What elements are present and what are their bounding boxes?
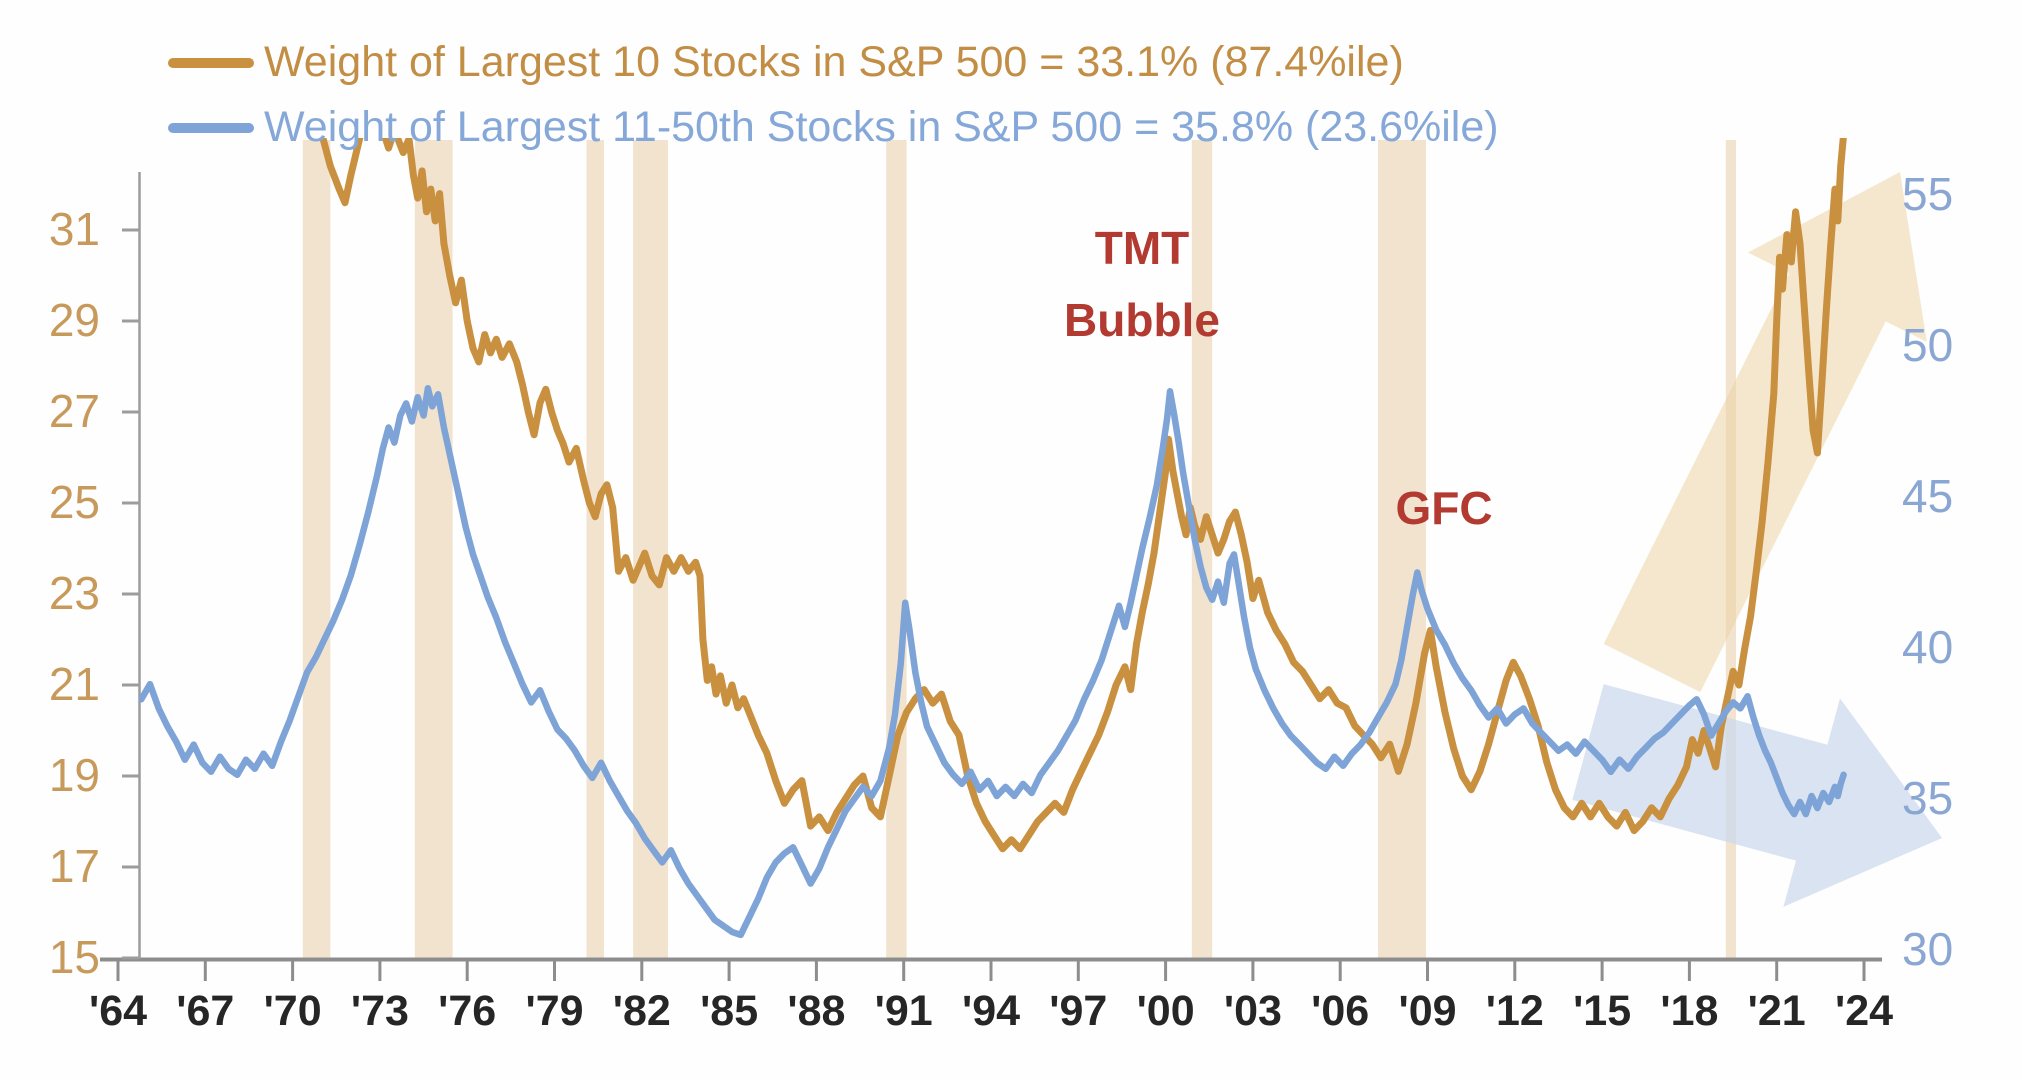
y-left-tick-label: 29 xyxy=(49,294,100,346)
y-right-tick-label: 30 xyxy=(1902,923,1953,975)
legend-label-next40: Weight of Largest 11-50th Stocks in S&P … xyxy=(264,103,1499,151)
recession-band xyxy=(1191,140,1213,958)
annotation-gfc: GFC xyxy=(1395,472,1492,544)
legend-label-top10: Weight of Largest 10 Stocks in S&P 500 =… xyxy=(264,38,1404,86)
recession-band xyxy=(302,140,331,958)
x-tick-label: '12 xyxy=(1486,987,1544,1035)
y-left-tick-label: 19 xyxy=(49,749,100,801)
x-tick-label: '97 xyxy=(1049,987,1107,1035)
legend-item-next40: Weight of Largest 11-50th Stocks in S&P … xyxy=(168,95,1499,160)
y-right-tick-label: 35 xyxy=(1902,772,1953,824)
x-tick-label: '73 xyxy=(351,987,409,1035)
x-tick-label: '85 xyxy=(700,987,758,1035)
series-line-next40 xyxy=(139,385,1847,939)
recession-band xyxy=(586,140,604,958)
x-tick-label: '00 xyxy=(1137,987,1195,1035)
y-left-tick-label: 21 xyxy=(49,658,100,710)
y-left-tick-label: 17 xyxy=(49,840,100,892)
y-left-tick-label: 15 xyxy=(49,931,100,983)
series-line-top10 xyxy=(319,138,1847,853)
x-tick-label: '18 xyxy=(1660,987,1718,1035)
recession-band xyxy=(633,140,668,958)
x-tick-label: '88 xyxy=(787,987,845,1035)
y-right-tick-label: 50 xyxy=(1902,319,1953,371)
trend-arrow-right-down xyxy=(1572,684,1942,907)
recession-band xyxy=(886,140,907,958)
x-tick-label: '03 xyxy=(1224,987,1282,1035)
x-tick-label: '06 xyxy=(1311,987,1369,1035)
x-tick-label: '79 xyxy=(525,987,583,1035)
x-tick-label: '91 xyxy=(875,987,933,1035)
x-tick-label: '09 xyxy=(1398,987,1456,1035)
x-tick-label: '82 xyxy=(613,987,671,1035)
legend-swatch-orange xyxy=(168,57,254,68)
legend: Weight of Largest 10 Stocks in S&P 500 =… xyxy=(168,30,1499,160)
y-right-tick-label: 45 xyxy=(1902,470,1953,522)
legend-item-top10: Weight of Largest 10 Stocks in S&P 500 =… xyxy=(168,30,1499,95)
x-tick-label: '24 xyxy=(1835,987,1893,1035)
y-left-tick-label: 23 xyxy=(49,567,100,619)
legend-swatch-blue xyxy=(168,122,254,133)
y-left-tick-label: 25 xyxy=(49,476,100,528)
x-tick-label: '94 xyxy=(962,987,1020,1035)
x-tick-label: '15 xyxy=(1573,987,1631,1035)
annotation-tmt-line2: Bubble xyxy=(1064,294,1220,346)
annotation-gfc-line1: GFC xyxy=(1395,482,1493,534)
annotation-tmt-bubble: TMT Bubble xyxy=(1064,212,1220,356)
trend-arrow-up-right xyxy=(1603,172,1927,693)
y-left-tick-label: 31 xyxy=(49,203,100,255)
y-left-tick-label: 27 xyxy=(49,385,100,437)
y-right-tick-label: 40 xyxy=(1902,621,1953,673)
y-right-tick-label: 55 xyxy=(1902,168,1953,220)
x-tick-label: '70 xyxy=(264,987,322,1035)
x-tick-label: '21 xyxy=(1748,987,1806,1035)
x-tick-label: '76 xyxy=(438,987,496,1035)
x-tick-label: '67 xyxy=(176,987,234,1035)
annotation-tmt-line1: TMT xyxy=(1094,222,1190,274)
recession-band xyxy=(1378,140,1426,958)
x-tick-label: '64 xyxy=(89,987,147,1035)
